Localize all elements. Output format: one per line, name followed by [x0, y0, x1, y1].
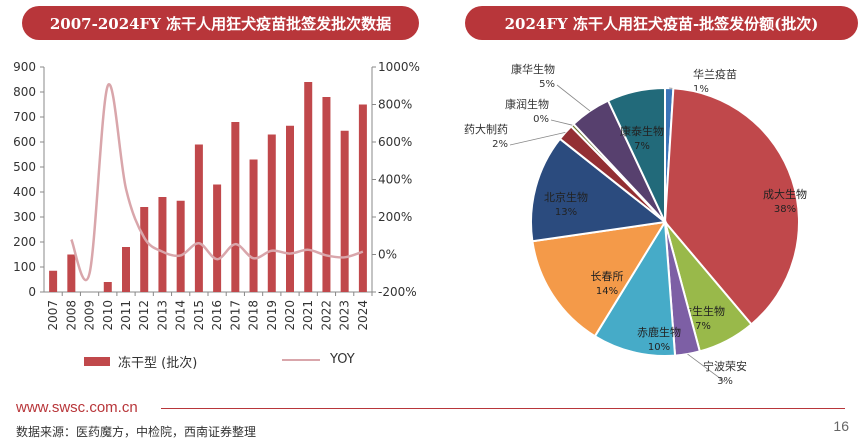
- pie-label: 康华生物: [511, 62, 555, 76]
- bar: [231, 122, 240, 292]
- bar: [213, 184, 222, 292]
- pie-pct: 10%: [648, 342, 670, 353]
- x-tick-label: 2007: [46, 300, 60, 331]
- y-tick-label: 800: [13, 85, 36, 99]
- x-tick-label: 2022: [319, 300, 333, 331]
- legend-bar: 冻干型 (批次): [84, 352, 197, 371]
- pie-pct: 5%: [539, 79, 555, 90]
- bar: [194, 144, 203, 292]
- x-tick-label: 2021: [301, 300, 315, 331]
- x-tick-label: 2014: [174, 300, 188, 331]
- pie-label: 康润生物: [505, 97, 549, 111]
- x-tick-label: 2023: [338, 300, 352, 331]
- x-tick-label: 2016: [210, 300, 224, 331]
- pie-pct: 0%: [533, 114, 549, 125]
- pie-label: 赤鹿生物: [637, 325, 681, 339]
- x-tick-label: 2010: [101, 300, 115, 331]
- bar: [176, 200, 185, 292]
- legend-bar-swatch: [84, 357, 110, 366]
- bar: [286, 125, 294, 292]
- bar: [340, 130, 349, 292]
- y2-tick-label: 400%: [378, 173, 412, 187]
- leader-line: [687, 353, 726, 383]
- bar: [122, 247, 130, 292]
- page-number: 16: [833, 418, 849, 434]
- y2-tick-label: 1000%: [378, 60, 420, 74]
- x-tick-label: 2019: [265, 300, 279, 331]
- legend-bar-label: 冻干型 (批次): [118, 356, 198, 371]
- bar: [304, 82, 313, 292]
- y-tick-label: 300: [13, 210, 36, 224]
- pie-pct: 3%: [717, 376, 733, 387]
- bar: [103, 282, 112, 292]
- y2-tick-label: -200%: [378, 285, 417, 299]
- leader-line: [509, 132, 566, 146]
- pie-label: 宁波荣安: [703, 359, 747, 373]
- pie-chart: 华兰疫苗 1% 成大生物 38% 依生生物 7% 宁波荣安 3% 赤鹿生物 10% 长春所 14% 北京…: [464, 62, 807, 387]
- x-tick-label: 2013: [155, 300, 169, 331]
- x-tick-label: 2009: [83, 300, 97, 331]
- y-tick-label: 500: [13, 160, 36, 174]
- y-tick-label: 900: [13, 60, 36, 74]
- x-tick-label: 2011: [119, 300, 133, 331]
- bar: [140, 207, 149, 292]
- y-tick-label: 100: [13, 260, 36, 274]
- leader-line: [556, 84, 591, 112]
- x-tick-label: 2024: [356, 300, 370, 331]
- pie-label: 药大制药: [464, 122, 508, 136]
- pie-pct: 7%: [634, 141, 650, 152]
- pie-pct: 38%: [774, 204, 796, 215]
- x-tick-label: 2017: [228, 300, 242, 331]
- x-tick-label: 2018: [247, 300, 261, 331]
- website-link[interactable]: www.swsc.com.cn: [16, 399, 138, 416]
- pie-pct: 2%: [492, 139, 508, 150]
- pie-label: 依生生物: [681, 304, 725, 318]
- pie-label: 成大生物: [763, 187, 807, 201]
- pie-pct: 13%: [555, 207, 577, 218]
- bar: [158, 197, 167, 292]
- source-note: 数据来源：医药魔方，中检院，西南证券整理: [16, 425, 257, 439]
- y2-tick-label: 0%: [378, 248, 397, 262]
- footer-divider: [161, 408, 845, 409]
- bar: [67, 254, 76, 292]
- pie-slice: [593, 218, 677, 357]
- right-chart-title: 2024FY 冻干人用狂犬疫苗-批签发份额(批次): [465, 6, 858, 40]
- legend-line-label: YOY: [330, 352, 355, 367]
- pie-slice: [606, 86, 666, 223]
- bar: [249, 159, 258, 292]
- pie-pct: 7%: [695, 321, 711, 332]
- pie-label: 康泰生物: [620, 124, 664, 138]
- bar-line-chart: 0 100 200 300 400 500 600 700 800 900 -200% 0% 200% 4…: [13, 60, 420, 331]
- legend-line: YOY: [282, 352, 355, 367]
- y-tick-label: 600: [13, 135, 36, 149]
- y2-tick-label: 200%: [378, 210, 412, 224]
- pie-pct: 14%: [596, 286, 618, 297]
- pie-label: 长春所: [591, 270, 624, 283]
- x-tick-label: 2008: [64, 300, 78, 331]
- pie-label: 北京生物: [544, 190, 588, 204]
- y2-tick-label: 600%: [378, 135, 412, 149]
- left-chart-title: 2007-2024FY 冻干人用狂犬疫苗批签发批次数据: [22, 6, 419, 40]
- x-tick-label: 2015: [192, 300, 206, 331]
- pie-label: 华兰疫苗: [693, 67, 737, 81]
- legend-line-swatch: [282, 358, 320, 361]
- bar: [322, 97, 331, 292]
- yoy-line: [70, 83, 364, 282]
- y2-tick-label: 800%: [378, 98, 412, 112]
- y-tick-label: 400: [13, 185, 36, 199]
- bar: [49, 270, 58, 292]
- bar: [358, 104, 367, 292]
- bar: [267, 134, 276, 292]
- pie-slice: [530, 137, 668, 243]
- y-tick-label: 200: [13, 235, 36, 249]
- x-tick-label: 2012: [137, 300, 151, 331]
- leader-line: [550, 119, 573, 126]
- y-tick-label: 0: [28, 285, 36, 299]
- y-tick-label: 700: [13, 110, 36, 124]
- pie-pct: 1%: [693, 84, 709, 95]
- pie-slice: [663, 87, 800, 326]
- x-tick-label: 2020: [283, 300, 297, 331]
- pie-slice: [531, 220, 667, 338]
